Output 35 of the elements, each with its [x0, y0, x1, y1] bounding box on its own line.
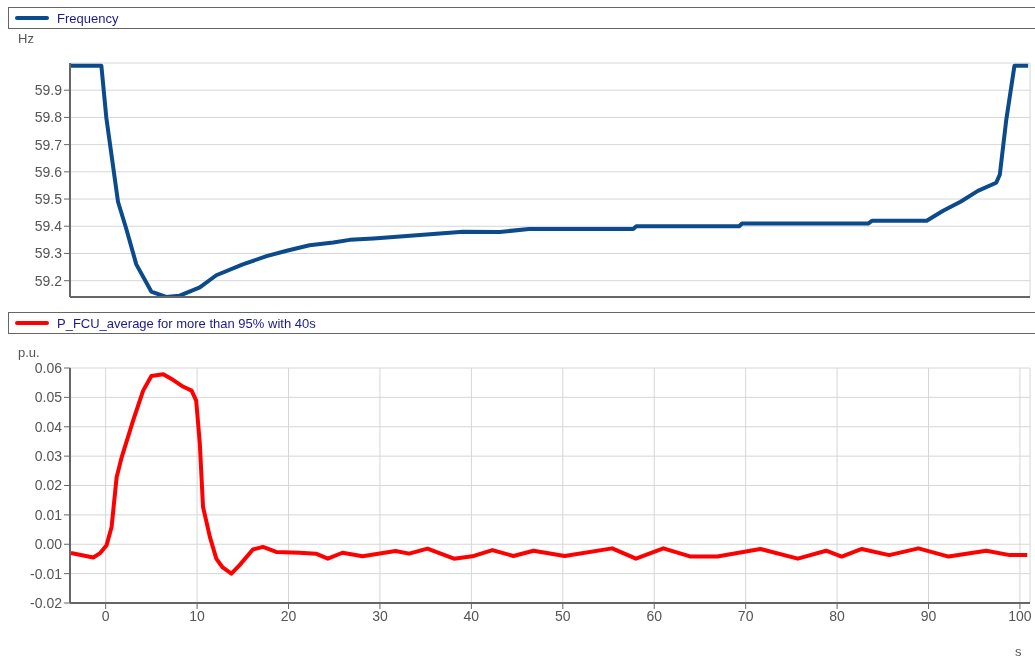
y-axis-title: Hz: [18, 31, 34, 46]
x-tick-label: 60: [646, 607, 663, 624]
y-axis-title: p.u.: [18, 345, 40, 360]
x-tick-label: 20: [280, 607, 297, 624]
legend-label: P_FCU_average for more than 95% with 40s: [57, 315, 316, 331]
y-tick-label: 0.05: [34, 389, 63, 406]
x-tick-label: 90: [920, 607, 937, 624]
line-series: [70, 63, 1030, 297]
y-tick-label: 0.01: [34, 506, 63, 523]
x-tick-label: 30: [372, 607, 388, 624]
y-tick-label: 0.04: [34, 418, 63, 435]
x-tick-label: 80: [829, 607, 846, 624]
y-tick-label: 59.2: [34, 272, 63, 289]
x-tick-label: 100: [1008, 607, 1032, 624]
x-tick-label: 10: [189, 607, 206, 624]
y-tick-label: 59.4: [34, 218, 63, 235]
y-tick-label: -0.01: [30, 565, 63, 582]
y-tick-label: 0.00: [34, 536, 63, 553]
y-tick-label: 59.8: [34, 109, 63, 126]
y-tick-label: 59.9: [34, 82, 63, 99]
x-axis-title: s: [1015, 644, 1022, 659]
y-tick-label: 0.03: [34, 448, 63, 465]
x-tick-label: 0: [101, 607, 110, 624]
y-tick-label: 59.6: [34, 163, 63, 180]
y-tick-label: 59.5: [34, 191, 63, 208]
y-tick-label: -0.02: [30, 594, 63, 611]
x-tick-label: 40: [463, 607, 480, 624]
y-tick-label: 59.3: [34, 245, 63, 262]
y-tick-label: 59.7: [34, 136, 63, 153]
legend-label: Frequency: [57, 10, 119, 26]
y-tick-label: 0.02: [34, 477, 63, 494]
x-tick-label: 50: [555, 607, 571, 624]
y-tick-label: 0.06: [34, 359, 63, 376]
line-series: [70, 372, 1030, 576]
x-tick-label: 70: [737, 607, 754, 624]
